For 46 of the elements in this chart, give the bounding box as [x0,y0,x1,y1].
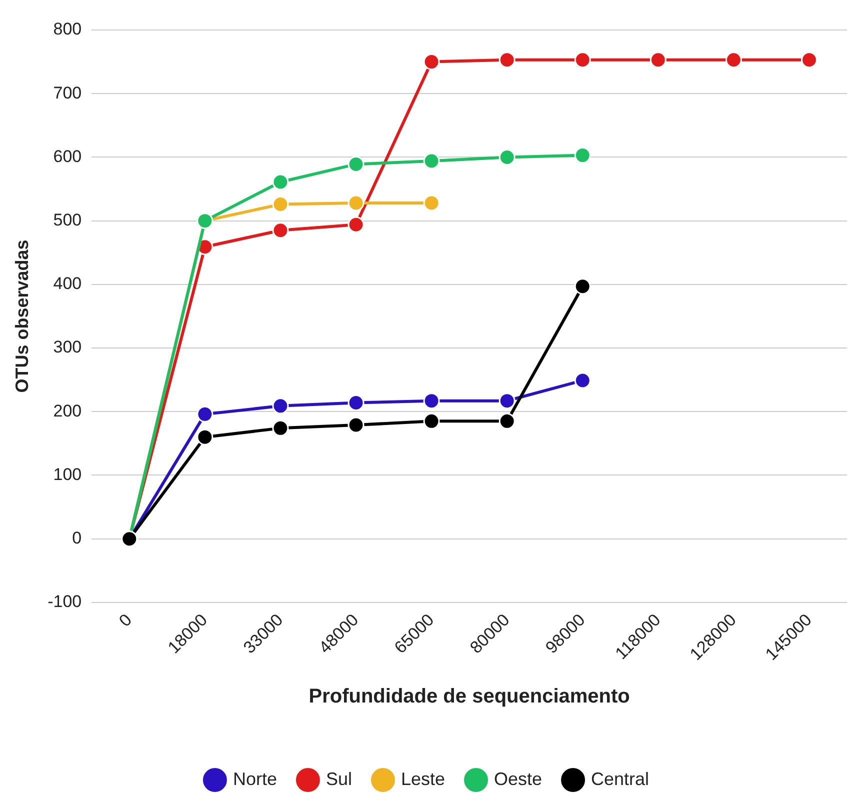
y-tick-label: 500 [53,210,82,230]
point [423,392,440,410]
point [574,147,591,164]
y-tick-label: 300 [53,338,82,357]
legend-label: Norte [232,768,277,789]
point [272,420,289,436]
legend-label: Central [591,768,650,789]
point [272,398,289,414]
x-axis-title: Profundidade de sequenciamento [308,686,630,708]
point [800,52,818,68]
point [725,52,742,68]
point [348,194,364,212]
y-tick-label: 700 [53,83,82,102]
y-tick-label: 100 [53,464,82,484]
point [272,196,289,213]
point [348,156,364,172]
point [574,372,591,389]
point [574,52,591,68]
legend-label: Oeste [494,768,542,789]
point [196,406,214,422]
legend-label: Sul [326,768,352,789]
point [498,148,516,166]
point [272,222,289,239]
y-tick-label: 800 [53,20,82,39]
point [498,412,516,430]
point [574,278,591,295]
point [423,152,440,170]
point [348,216,364,233]
y-tick-label: -100 [48,592,82,612]
point [272,174,289,190]
point [498,52,516,68]
point [423,54,440,70]
y-tick-label: 600 [53,146,82,166]
point [423,412,440,430]
legend-label: Leste [400,768,446,789]
point [423,194,440,212]
point [196,428,214,446]
y-axis-title: OTUs observadas [12,240,32,393]
y-tick-label: 200 [53,401,82,420]
x-tick-label: 0 [115,610,136,631]
point [348,394,364,411]
point [650,52,666,68]
y-tick-label: 0 [72,528,82,548]
point [498,392,516,410]
y-tick-label: 400 [53,274,82,294]
point [348,416,364,434]
